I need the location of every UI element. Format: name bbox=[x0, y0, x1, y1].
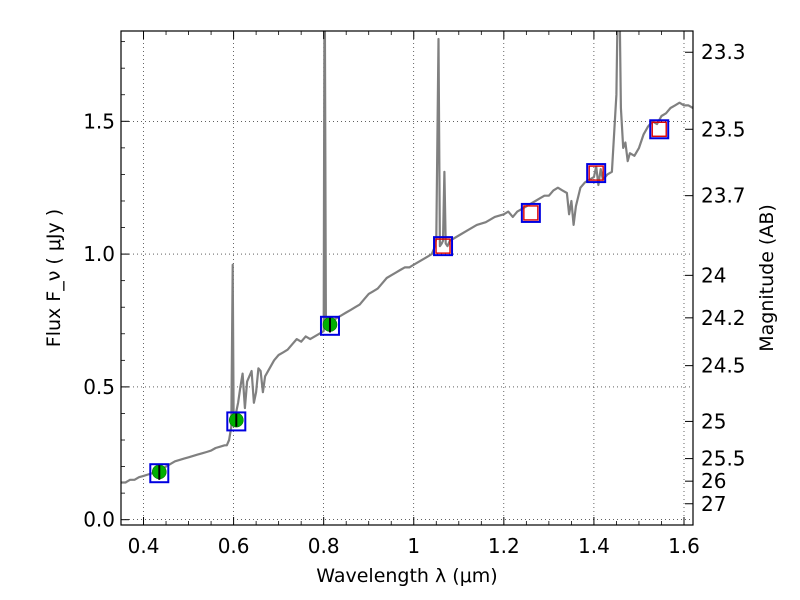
x-tick-label: 0.8 bbox=[308, 534, 340, 558]
model-flux-marker bbox=[520, 202, 541, 223]
y-tick-label: 0.0 bbox=[83, 508, 115, 532]
mag-tick-label: 23.5 bbox=[701, 117, 746, 141]
axis-ticks: 0.4 0.6 0.8 1 1.2 1.4 1.6 0.0 0.5 1.0 1.5 23.3 23.5 2… bbox=[83, 31, 746, 558]
mag-tick-label: 27 bbox=[701, 492, 726, 516]
model-flux-marker bbox=[649, 119, 670, 140]
x-axis-label: Wavelength λ (μm) bbox=[316, 565, 497, 587]
model-flux-marker bbox=[226, 411, 247, 432]
upper-limit-marker bbox=[588, 165, 604, 181]
mag-tick-label: 24.2 bbox=[701, 306, 746, 330]
mag-tick-label: 24.5 bbox=[701, 354, 746, 378]
model-flux-marker bbox=[586, 163, 607, 184]
y-tick-label: 1.0 bbox=[83, 242, 115, 266]
model-spectrum bbox=[121, 31, 693, 484]
mag-tick-label: 24 bbox=[701, 263, 726, 287]
y-tick-label: 0.5 bbox=[83, 375, 115, 399]
mag-tick-label: 26 bbox=[701, 469, 726, 493]
right-axis-label: Magnitude (AB) bbox=[756, 204, 778, 352]
x-tick-label: 1.4 bbox=[578, 534, 610, 558]
model-flux-marker bbox=[319, 315, 340, 336]
photometry-markers bbox=[149, 119, 670, 484]
mag-tick-label: 25 bbox=[701, 409, 726, 433]
x-tick-label: 1 bbox=[407, 534, 420, 558]
upper-limit-marker bbox=[651, 121, 667, 137]
spectrum-line bbox=[121, 31, 693, 484]
y-axis-label: Flux F_ν ( μJy ) bbox=[43, 209, 65, 347]
x-tick-label: 0.6 bbox=[218, 534, 250, 558]
x-tick-label: 1.2 bbox=[488, 534, 520, 558]
mag-tick-label: 23.7 bbox=[701, 184, 746, 208]
model-flux-marker bbox=[149, 463, 170, 484]
x-tick-label: 0.4 bbox=[128, 534, 160, 558]
mag-tick-label: 23.3 bbox=[701, 40, 746, 64]
upper-limit-marker bbox=[523, 205, 539, 221]
x-tick-label: 1.6 bbox=[668, 534, 700, 558]
upper-limit-marker bbox=[435, 238, 451, 254]
grid bbox=[121, 31, 693, 525]
model-flux-marker bbox=[433, 236, 454, 257]
y-tick-label: 1.5 bbox=[83, 109, 115, 133]
mag-tick-label: 25.5 bbox=[701, 447, 746, 471]
plot-frame bbox=[120, 30, 694, 526]
